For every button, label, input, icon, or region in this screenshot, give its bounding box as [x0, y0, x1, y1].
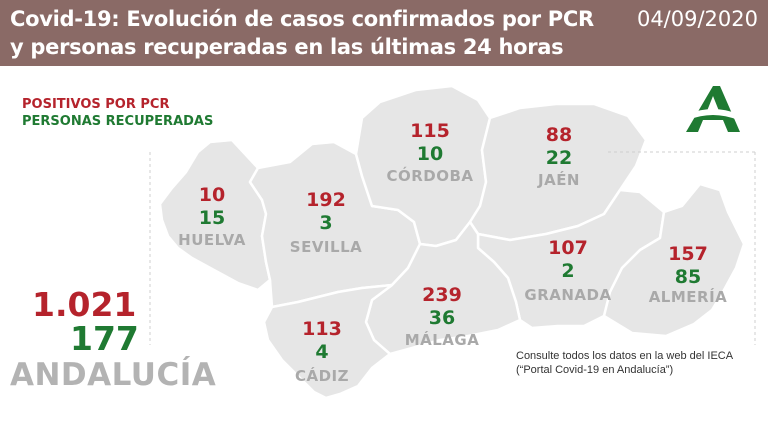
- legend-recovered-label: PERSONAS RECUPERADAS: [22, 114, 214, 129]
- province-huelva: 10 15 HUELVA: [172, 184, 252, 250]
- andalucia-total: 1.021 177 ANDALUCÍA: [10, 285, 216, 393]
- sevilla-recovered-value: 3: [319, 212, 333, 234]
- data-source-note: Consulte todos los datos en la web del I…: [516, 350, 733, 376]
- province-jaen: 88 22 JAÉN: [524, 124, 594, 190]
- province-malaga: 239 36 MÁLAGA: [394, 284, 490, 350]
- cadiz-name: CÁDIZ: [294, 367, 350, 385]
- sevilla-name: SEVILLA: [289, 238, 363, 256]
- cordoba-recovered-value: 10: [416, 143, 444, 165]
- province-cadiz: 113 4 CÁDIZ: [286, 318, 358, 386]
- jaen-name: JAÉN: [538, 171, 580, 189]
- almeria-name: ALMERÍA: [648, 288, 728, 306]
- malaga-name: MÁLAGA: [404, 331, 480, 349]
- province-almeria: 157 85 ALMERÍA: [636, 243, 740, 307]
- page-title: Covid-19: Evolución de casos confirmados…: [10, 7, 594, 59]
- jaen-pcr-value: 88: [545, 124, 573, 146]
- total-recovered-value: 177: [70, 319, 139, 358]
- granada-recovered-value: 2: [561, 260, 575, 282]
- report-date: 04/09/2020: [636, 7, 758, 31]
- total-pcr-value: 1.021: [32, 285, 137, 324]
- map-dashed-frame: [149, 151, 756, 345]
- junta-de-andalucia-logo-icon: [686, 86, 740, 132]
- granada-pcr-value: 107: [548, 237, 588, 259]
- province-almeria-shape: [602, 182, 746, 338]
- cordoba-name: CÓRDOBA: [386, 167, 474, 185]
- almeria-recovered-value: 85: [674, 266, 702, 288]
- province-sevilla: 192 3 SEVILLA: [284, 189, 368, 257]
- cadiz-recovered-value: 4: [315, 341, 329, 363]
- total-region-name: ANDALUCÍA: [10, 357, 217, 393]
- cadiz-pcr-value: 113: [302, 318, 342, 340]
- huelva-recovered-value: 15: [198, 207, 226, 229]
- andalucia-map: [149, 84, 756, 400]
- header-bar: Covid-19: Evolución de casos confirmados…: [0, 0, 768, 66]
- malaga-recovered-value: 36: [428, 307, 456, 329]
- province-cordoba: 115 10 CÓRDOBA: [378, 120, 482, 186]
- jaen-recovered-value: 22: [545, 147, 573, 169]
- almeria-pcr-value: 157: [668, 243, 708, 265]
- province-cadiz-shape: [262, 283, 394, 400]
- huelva-pcr-value: 10: [198, 184, 226, 206]
- legend-pcr-label: POSITIVOS POR PCR: [22, 97, 170, 112]
- legend: POSITIVOS POR PCR PERSONAS RECUPERADAS: [22, 96, 213, 130]
- huelva-name: HUELVA: [178, 231, 246, 249]
- granada-name: GRANADA: [524, 286, 612, 304]
- cordoba-pcr-value: 115: [410, 120, 450, 142]
- sevilla-pcr-value: 192: [306, 189, 346, 211]
- province-granada: 107 2 GRANADA: [518, 237, 618, 305]
- malaga-pcr-value: 239: [422, 284, 462, 306]
